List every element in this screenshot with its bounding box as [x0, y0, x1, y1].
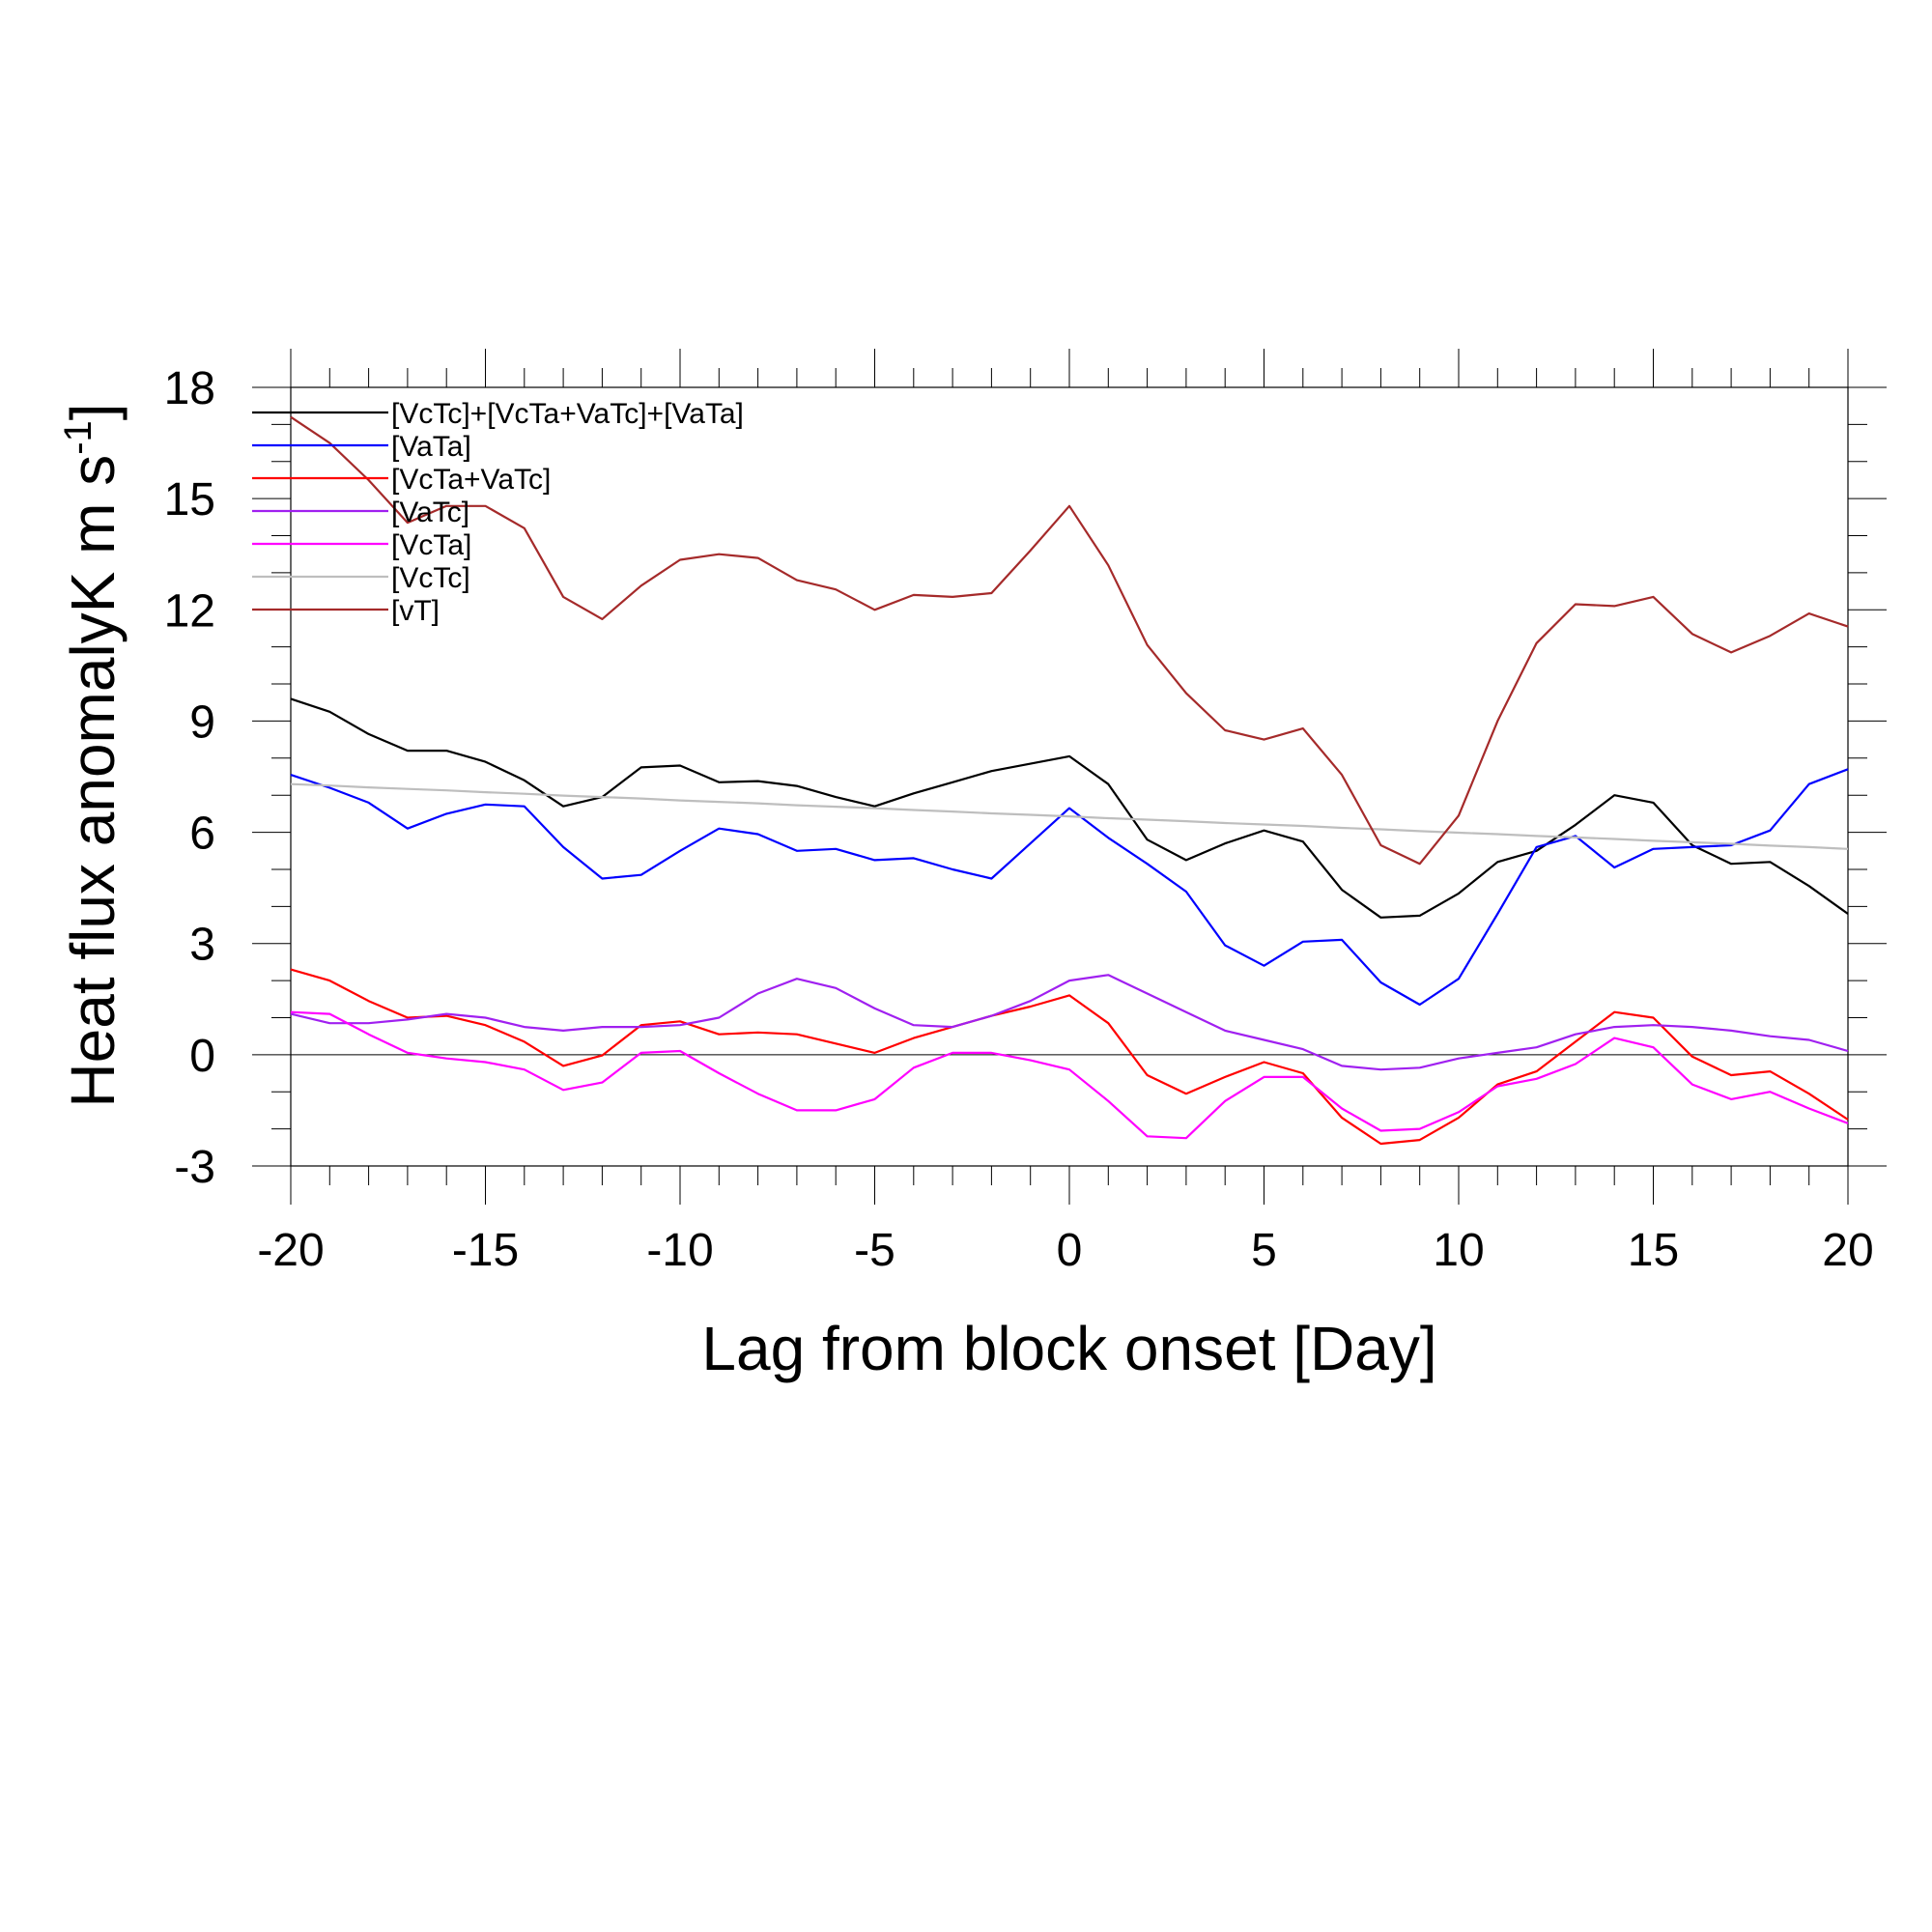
plot-frame [290, 386, 1849, 1167]
x-tick-label: 0 [1057, 1225, 1083, 1276]
y-tick-label: 0 [189, 1031, 215, 1082]
x-tick-label: -5 [854, 1225, 895, 1276]
legend-label: [vT] [391, 595, 440, 627]
series-line-3 [290, 974, 1849, 1071]
x-tick-label: 5 [1251, 1225, 1277, 1276]
y-tick-label: 18 [164, 363, 215, 414]
x-tick-label: 15 [1628, 1225, 1679, 1276]
series-line-5 [290, 782, 1849, 850]
y-tick-label: 3 [189, 920, 215, 971]
y-tick-label: 6 [189, 809, 215, 860]
series-line-4 [290, 1010, 1849, 1140]
x-tick-label: -10 [646, 1225, 713, 1276]
series-line-1 [290, 768, 1849, 1007]
legend-label: [VaTc] [391, 497, 469, 528]
series-line-6 [290, 415, 1849, 866]
x-tick-label: -15 [452, 1225, 519, 1276]
y-axis-title-suffix: ] [58, 403, 128, 420]
x-axis-title: Lag from block onset [Day] [701, 1314, 1436, 1383]
x-tick-label: -20 [257, 1225, 324, 1276]
legend-label: [VcTc]+[VcTa+VaTc]+[VaTa] [391, 398, 744, 430]
y-tick-label: 12 [164, 585, 215, 637]
axes: -20 -15 -10 -5 0 5 10 15 20 -3 0 3 6 9 12 15 18 [164, 349, 1887, 1276]
y-tick-label: -3 [174, 1142, 215, 1193]
x-tick-label: 20 [1822, 1225, 1873, 1276]
legend-label: [VcTc] [391, 562, 470, 594]
legend-label: [VaTa] [391, 431, 471, 463]
plot-series [290, 415, 1849, 1146]
y-axis-title-superscript: -1 [57, 420, 99, 455]
series-line-2 [290, 968, 1849, 1146]
series-line-0 [290, 697, 1849, 919]
y-tick-label: 9 [189, 696, 215, 748]
y-tick-label: 15 [164, 474, 215, 526]
legend: [VcTc]+[VcTa+VaTc]+[VaTa][VaTa][VcTa+VaT… [252, 398, 744, 627]
y-axis-title: Heat flux anomalyK m s-1] [57, 403, 128, 1107]
legend-label: [VcTa] [391, 529, 471, 561]
y-axis-title-main: Heat flux anomalyK m s [58, 455, 128, 1108]
x-tick-label: 10 [1433, 1225, 1484, 1276]
legend-label: [VcTa+VaTc] [391, 464, 551, 496]
